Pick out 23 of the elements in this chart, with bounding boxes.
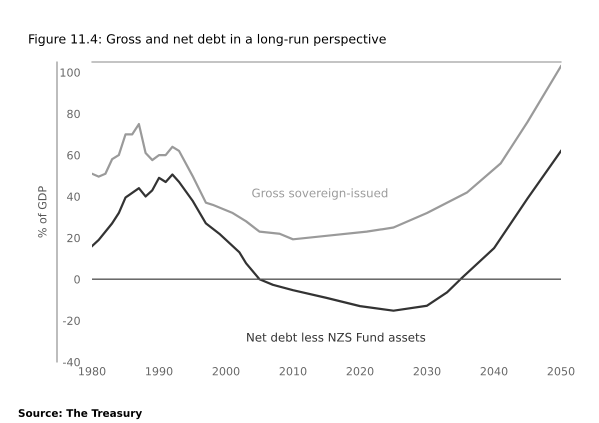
line-series <box>92 65 561 240</box>
x-tick-label: 2050 <box>548 367 574 376</box>
y-tick-label: -40 <box>63 358 80 366</box>
y-tick-label: -20 <box>63 316 80 325</box>
x-tick-label: 1990 <box>146 367 172 376</box>
x-tick-label: 2010 <box>280 367 306 376</box>
x-tick-label: 2020 <box>346 367 374 376</box>
line-series <box>92 150 561 312</box>
source-note: Source: The Treasury <box>18 408 142 420</box>
y-tick-label: 80 <box>67 110 80 118</box>
y-tick-label: 0 <box>74 275 80 284</box>
series-label: Gross sovereign-issued <box>252 188 388 200</box>
y-tick-label: 100 <box>60 68 80 77</box>
x-tick-label: 2000 <box>212 367 240 376</box>
chart-title: Figure 11.4: Gross and net debt in a long-run perspective <box>29 34 386 46</box>
x-tick-label: 1980 <box>79 367 106 376</box>
y-tick-label: 60 <box>67 151 80 160</box>
y-tick-label: 40 <box>67 192 80 201</box>
y-axis-title: % of GDP <box>38 186 47 238</box>
x-tick-label: 2040 <box>480 367 508 376</box>
y-tick-label: 20 <box>67 234 80 242</box>
x-tick-label: 2030 <box>414 367 440 376</box>
text: Net debt less NZS Fund assets <box>247 332 426 342</box>
